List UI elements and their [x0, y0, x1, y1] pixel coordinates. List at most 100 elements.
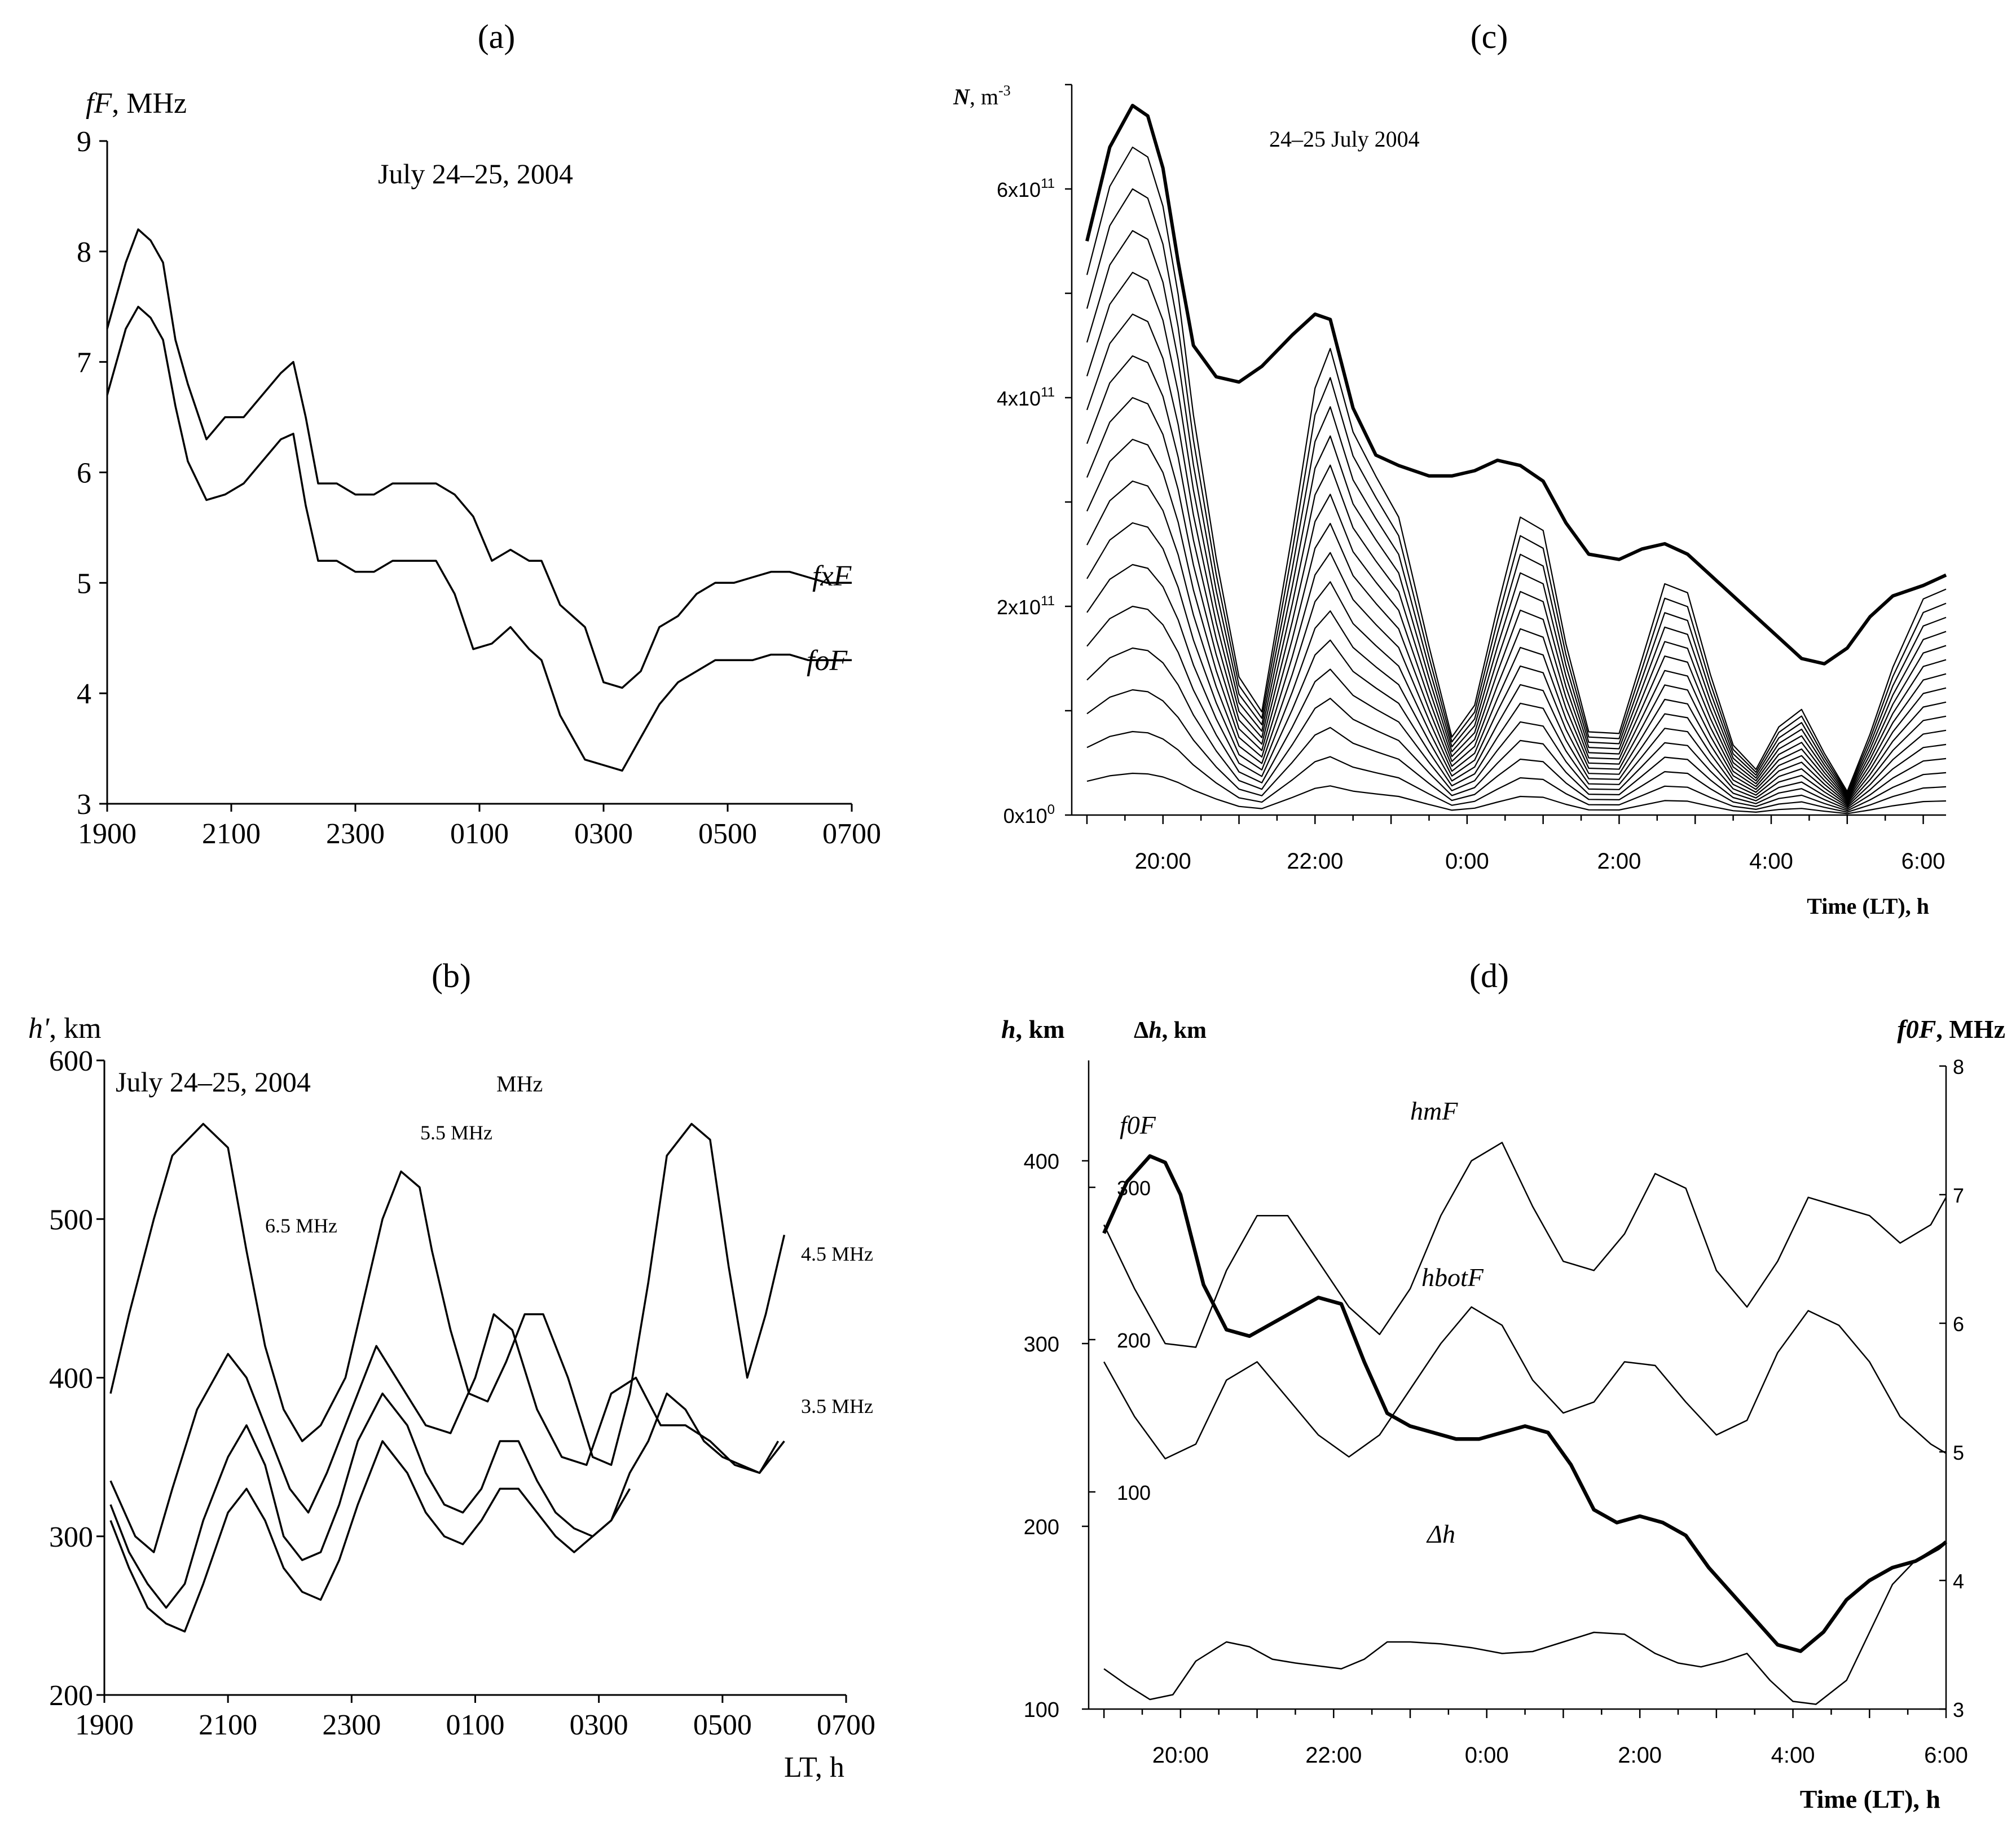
a-x-tick-label: 0300: [574, 818, 633, 850]
d-ylabel-unit: , km: [1016, 1015, 1065, 1043]
c-y-tick-mantissa: 6x10: [997, 178, 1041, 201]
c-density-curve: [1086, 355, 1947, 800]
b-panel-label: (b): [432, 957, 471, 994]
c-panel-label: (c): [1471, 18, 1508, 55]
d-x-tick-label: 0:00: [1465, 1743, 1509, 1768]
panel-b: 1900 2100 2300 0100 0300 0500 0700 200 300 400 500…: [28, 957, 875, 1784]
c-y-tick-exponent: 0: [1047, 802, 1055, 817]
b-y-tick-label: 200: [49, 1680, 93, 1712]
b-x-tick-label: 0700: [817, 1709, 875, 1741]
d-label-hmF: hmF: [1410, 1097, 1458, 1125]
d-label-delta-h: Δh: [1426, 1520, 1455, 1548]
b-ylabel-symbol: h': [28, 1012, 50, 1045]
d-ylabel-left: h, km: [1001, 1015, 1065, 1043]
c-density-curve: [1086, 647, 1947, 810]
a-x-tick-label: 2300: [326, 818, 385, 850]
a-x-tick-label: 0500: [698, 818, 757, 850]
c-title: 24‒25 July 2004: [1269, 126, 1420, 152]
d-y-tick-label-right: 5: [1953, 1441, 1964, 1464]
d-series-f0F: [1102, 1154, 1948, 1653]
c-density-curve: [1086, 230, 1947, 795]
b-label-5.5MHz: 5.5 MHz: [420, 1121, 492, 1144]
b-x-tick-label: 0300: [570, 1709, 628, 1741]
a-label-foF: foF: [807, 645, 848, 677]
d-label-hbotF: hbotF: [1421, 1263, 1484, 1292]
b-label-4.5MHz: 4.5 MHz: [801, 1243, 873, 1265]
b-y-tick-label: 500: [49, 1204, 93, 1236]
b-y-tick-label: 300: [49, 1521, 93, 1553]
c-density-curve: [1086, 438, 1947, 803]
c-density-curve: [1086, 605, 1947, 808]
c-envelope-curve: [1085, 104, 1947, 666]
c-ylabel-exponent: -3: [998, 82, 1011, 99]
c-density-curve: [1086, 522, 1947, 805]
c-y-tick-mantissa: 2x10: [997, 596, 1041, 619]
b-title-suffix: MHz: [496, 1071, 543, 1097]
a-ylabel-unit: , MHz: [112, 87, 187, 120]
c-x-tick-label: 20:00: [1135, 849, 1191, 874]
b-y-tick-label: 400: [49, 1363, 93, 1395]
a-title: July 24‒25, 2004: [378, 158, 573, 190]
d-y-tick-label-right: 4: [1953, 1570, 1964, 1593]
d-y-tick-label-left: 300: [1024, 1333, 1059, 1357]
c-density-curve: [1086, 730, 1947, 813]
d-y-tick-label-right: 6: [1953, 1313, 1964, 1336]
a-y-tick-label: 7: [77, 347, 91, 379]
c-ylabel-symbol: N: [953, 84, 971, 109]
d-y-tick-label-inner: 100: [1117, 1481, 1151, 1504]
c-y-tick-exponent: 11: [1041, 593, 1055, 609]
d-x-tick-label: 6:00: [1924, 1743, 1968, 1768]
a-y-tick-label: 4: [77, 678, 91, 710]
d-xlabel: Time (LT), h: [1800, 1785, 1940, 1813]
b-title: July 24‒25, 2004: [116, 1066, 311, 1098]
b-label-3.5MHz: 3.5 MHz: [801, 1395, 873, 1417]
d-panel-label: (d): [1469, 957, 1509, 994]
c-density-curve: [1086, 146, 1947, 792]
d-y-tick-label-right: 3: [1953, 1698, 1964, 1721]
c-y-tick-mantissa: 0x10: [1003, 804, 1047, 827]
b-ylabel: h', km: [28, 1012, 102, 1045]
a-panel-label: (a): [478, 18, 516, 55]
b-y-tick-label: 600: [49, 1045, 93, 1077]
b-xlabel: LT, h: [784, 1751, 844, 1784]
c-density-curve: [1086, 563, 1947, 807]
d-x-tick-label: 20:00: [1152, 1743, 1209, 1768]
d-ylabel-inner: Δh, km: [1134, 1018, 1207, 1043]
b-ylabel-unit: , km: [49, 1012, 101, 1045]
c-x-tick-label: 0:00: [1445, 849, 1489, 874]
b-label-6.5MHz: 6.5 MHz: [265, 1214, 337, 1237]
d-ylabel-right-unit: , MHz: [1936, 1015, 2005, 1043]
a-y-tick-label: 8: [77, 236, 91, 268]
c-y-tick-label: 0x100: [1003, 802, 1055, 827]
d-ylabel2-unit: , km: [1162, 1018, 1207, 1043]
c-density-curve: [1086, 271, 1947, 797]
c-y-tick-mantissa: 4x10: [997, 387, 1041, 410]
a-ylabel-symbol: fF: [86, 87, 112, 120]
d-label-f0F: f0F: [1120, 1111, 1156, 1139]
a-y-tick-label: 5: [77, 567, 91, 600]
c-y-tick-exponent: 11: [1041, 385, 1055, 400]
c-x-tick-label: 22:00: [1287, 849, 1343, 874]
d-series-hmF: [1103, 1142, 1947, 1348]
c-density-curve: [1086, 397, 1947, 801]
b-x-tick-label: 0100: [446, 1709, 505, 1741]
b-series-3-5-MHz: [109, 1313, 785, 1553]
c-density-curve: [1086, 313, 1947, 798]
d-y-tick-label-left: 100: [1024, 1698, 1059, 1722]
d-y-tick-label-right: 8: [1953, 1055, 1964, 1078]
c-x-tick-label: 2:00: [1597, 849, 1641, 874]
a-x-tick-label: 1900: [78, 818, 137, 850]
a-y-tick-label: 3: [77, 789, 91, 821]
c-ylabel: N, m-3: [953, 82, 1011, 109]
c-y-tick-exponent: 11: [1041, 176, 1055, 191]
c-density-curve: [1086, 689, 1947, 812]
d-ylabel2-delta: Δ: [1134, 1018, 1148, 1043]
b-x-tick-label: 2100: [199, 1709, 257, 1741]
c-ylabel-unit: , m: [970, 84, 998, 109]
d-y-tick-label-inner: 200: [1117, 1329, 1151, 1352]
c-density-curve: [1086, 480, 1947, 804]
a-series-foF: [106, 306, 852, 772]
panel-c: 20:00 22:00 0:00 2:00 4:00 6:000x1002x10114x1…: [953, 18, 1947, 919]
